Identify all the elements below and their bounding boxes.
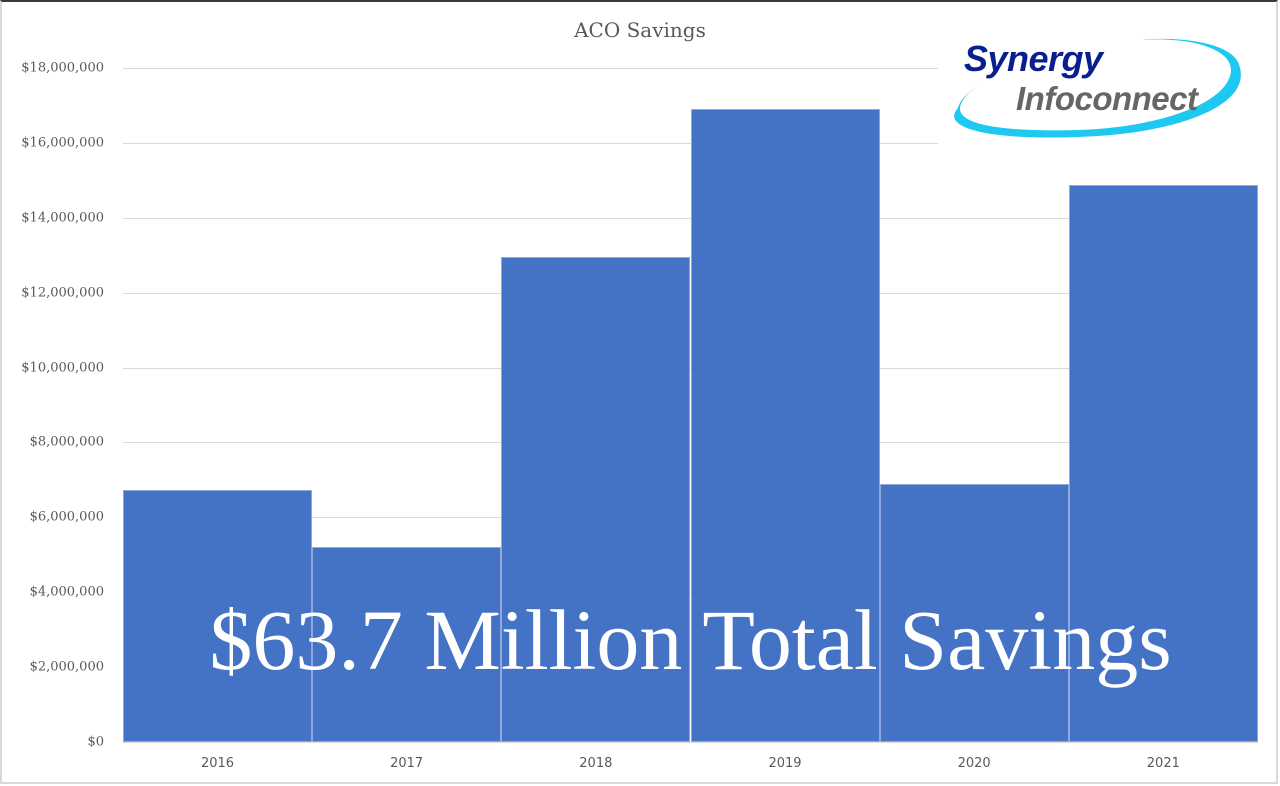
- bar-2017: [312, 546, 502, 742]
- x-axis-tick-label: 2017: [390, 756, 424, 771]
- bar-2018: [501, 257, 691, 742]
- bar-2016: [123, 489, 313, 742]
- bar-2020: [879, 484, 1069, 742]
- gridline: [123, 68, 1258, 69]
- logo-text-infoconnect: Infoconnect: [1016, 80, 1198, 117]
- y-axis-tick-label: $0: [87, 734, 104, 750]
- logo-text-synergy: Synergy: [964, 38, 1103, 79]
- y-axis-tick-label: $12,000,000: [21, 285, 104, 301]
- y-axis-tick-label: $10,000,000: [21, 360, 104, 376]
- y-axis-tick-label: $2,000,000: [29, 659, 104, 675]
- bar-2019: [690, 108, 880, 742]
- gridline: [123, 742, 1258, 743]
- company-logo: Synergy Infoconnect: [938, 30, 1258, 145]
- logo-swoosh-icon: [954, 38, 1241, 138]
- y-axis-tick-label: $16,000,000: [21, 135, 104, 151]
- chart-title: ACO Savings: [574, 18, 706, 42]
- x-axis-tick-label: 2020: [957, 756, 991, 771]
- x-axis-tick-label: 2021: [1146, 756, 1180, 771]
- total-savings-annotation: $63.7 Million Total Savings: [209, 592, 1172, 688]
- x-axis-tick-label: 2016: [200, 756, 235, 771]
- y-axis-tick-label: $8,000,000: [29, 434, 104, 450]
- bar-2021: [1068, 184, 1258, 742]
- y-axis-tick-label: $4,000,000: [29, 584, 104, 600]
- x-axis-tick-label: 2018: [579, 756, 613, 771]
- y-axis-tick-label: $18,000,000: [21, 60, 104, 76]
- x-axis-tick-label: 2019: [768, 756, 802, 771]
- y-axis-tick-label: $6,000,000: [29, 509, 104, 525]
- y-axis-tick-label: $14,000,000: [21, 210, 104, 226]
